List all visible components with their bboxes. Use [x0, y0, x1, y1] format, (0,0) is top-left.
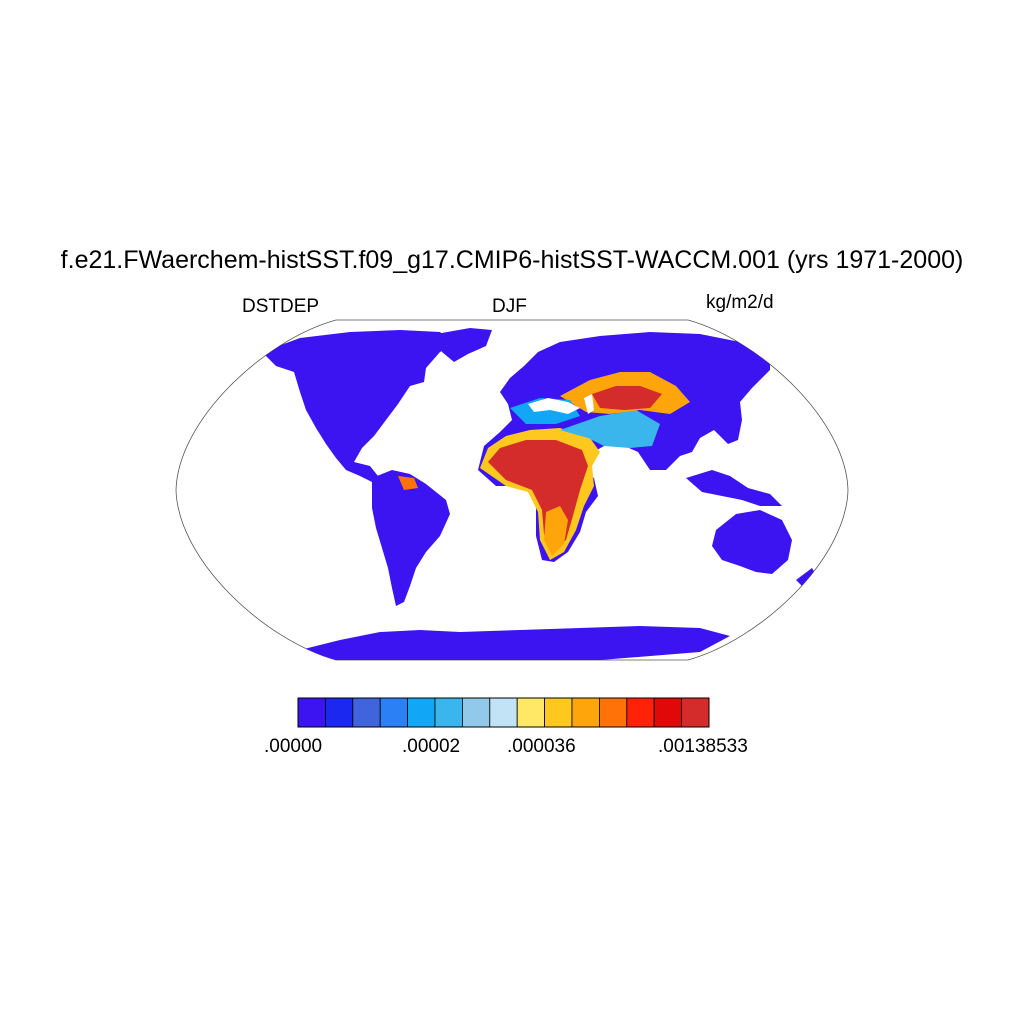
colorbar-tick-label: .000036 — [507, 736, 576, 757]
maritime-asia-landmass — [686, 470, 782, 506]
colorbar-box — [544, 697, 573, 728]
greenland-landmass — [436, 328, 492, 362]
units-label: kg/m2/d — [706, 292, 774, 313]
colorbar-box — [379, 697, 409, 728]
arabia-high-zone — [560, 410, 660, 448]
south-america-landmass — [372, 470, 450, 606]
colorbar-box — [681, 697, 710, 728]
plot-title: f.e21.FWaerchem-histSST.f09_g17.CMIP6-hi… — [60, 246, 964, 274]
season-label: DJF — [492, 296, 527, 317]
antarctica-landmass — [300, 626, 730, 660]
mediterranean-sea — [528, 398, 580, 414]
colorbar-box — [626, 697, 655, 728]
south-america-dust-zone — [398, 476, 418, 490]
colorbar-box — [434, 697, 463, 728]
central-asia-max-zone — [592, 386, 662, 410]
colorbar-box — [489, 697, 518, 728]
colorbar-box — [599, 697, 628, 728]
australia-landmass — [712, 510, 792, 574]
colorbar-tick-label: .00138533 — [658, 736, 748, 757]
colorbar-box — [407, 697, 436, 728]
colorbar-box — [653, 697, 683, 728]
colorbar-box — [352, 697, 381, 728]
colorbar-tick-label: .00000 — [264, 736, 323, 757]
north-america-landmass — [262, 330, 456, 482]
colorbar-box — [516, 697, 546, 728]
colorbar-box — [297, 697, 326, 728]
colorbar-box — [324, 697, 354, 728]
south-africa-dust-zone — [544, 506, 568, 556]
colorbar-box — [461, 697, 491, 728]
colorbar-box — [571, 697, 600, 728]
colorbar-tick-label: .00002 — [402, 736, 461, 757]
caspian-sea — [584, 394, 594, 414]
variable-label: DSTDEP — [242, 296, 320, 317]
